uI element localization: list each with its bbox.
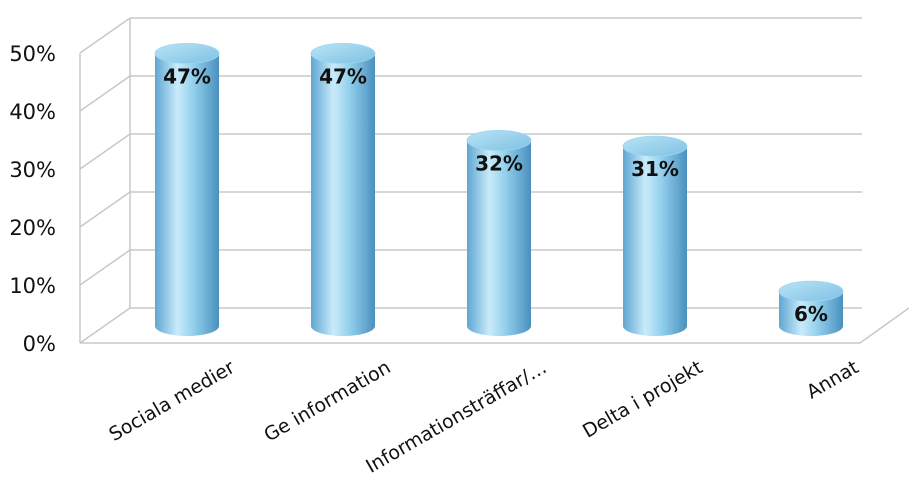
y-tick-label: 40% bbox=[9, 100, 56, 124]
y-tick-label: 30% bbox=[9, 158, 56, 182]
bar-top bbox=[622, 135, 688, 157]
floor-right-edge bbox=[859, 307, 909, 344]
bar-top bbox=[466, 129, 532, 151]
bar bbox=[311, 53, 375, 337]
gridline-side bbox=[79, 75, 131, 112]
gridline-side bbox=[79, 17, 131, 54]
y-axis-ticks: 0% 10% 20% 30% 40% 50% bbox=[9, 42, 56, 356]
bar bbox=[467, 140, 531, 336]
bar bbox=[155, 53, 219, 337]
x-axis-ticks: Sociala medier Ge informationInformations… bbox=[105, 356, 862, 478]
x-tick-label: Sociala medier bbox=[105, 356, 238, 446]
gridline-side bbox=[79, 191, 131, 228]
bars bbox=[154, 43, 844, 337]
data-label: 32% bbox=[475, 151, 523, 175]
data-label: 31% bbox=[631, 157, 679, 181]
data-label: 47% bbox=[319, 64, 367, 88]
bar-top bbox=[154, 43, 220, 64]
gridline-side bbox=[79, 133, 131, 170]
x-tick-label: Delta i projekt bbox=[579, 356, 707, 442]
gridline-side bbox=[79, 307, 131, 344]
y-tick-label: 0% bbox=[23, 332, 56, 356]
x-tick-label: Ge information bbox=[260, 356, 394, 446]
bar bbox=[623, 146, 687, 336]
data-label: 47% bbox=[163, 64, 211, 88]
y-tick-label: 10% bbox=[9, 274, 56, 298]
x-tick-label: Annat bbox=[803, 356, 863, 403]
bar-top bbox=[778, 280, 844, 302]
data-labels: 47% 47% 32% 31% 6% bbox=[163, 64, 828, 326]
bar-top bbox=[310, 43, 376, 64]
data-label: 6% bbox=[794, 302, 828, 326]
gridline-side bbox=[79, 249, 131, 286]
y-tick-label: 20% bbox=[9, 216, 56, 240]
y-tick-label: 50% bbox=[9, 42, 56, 66]
bar bbox=[779, 291, 843, 336]
